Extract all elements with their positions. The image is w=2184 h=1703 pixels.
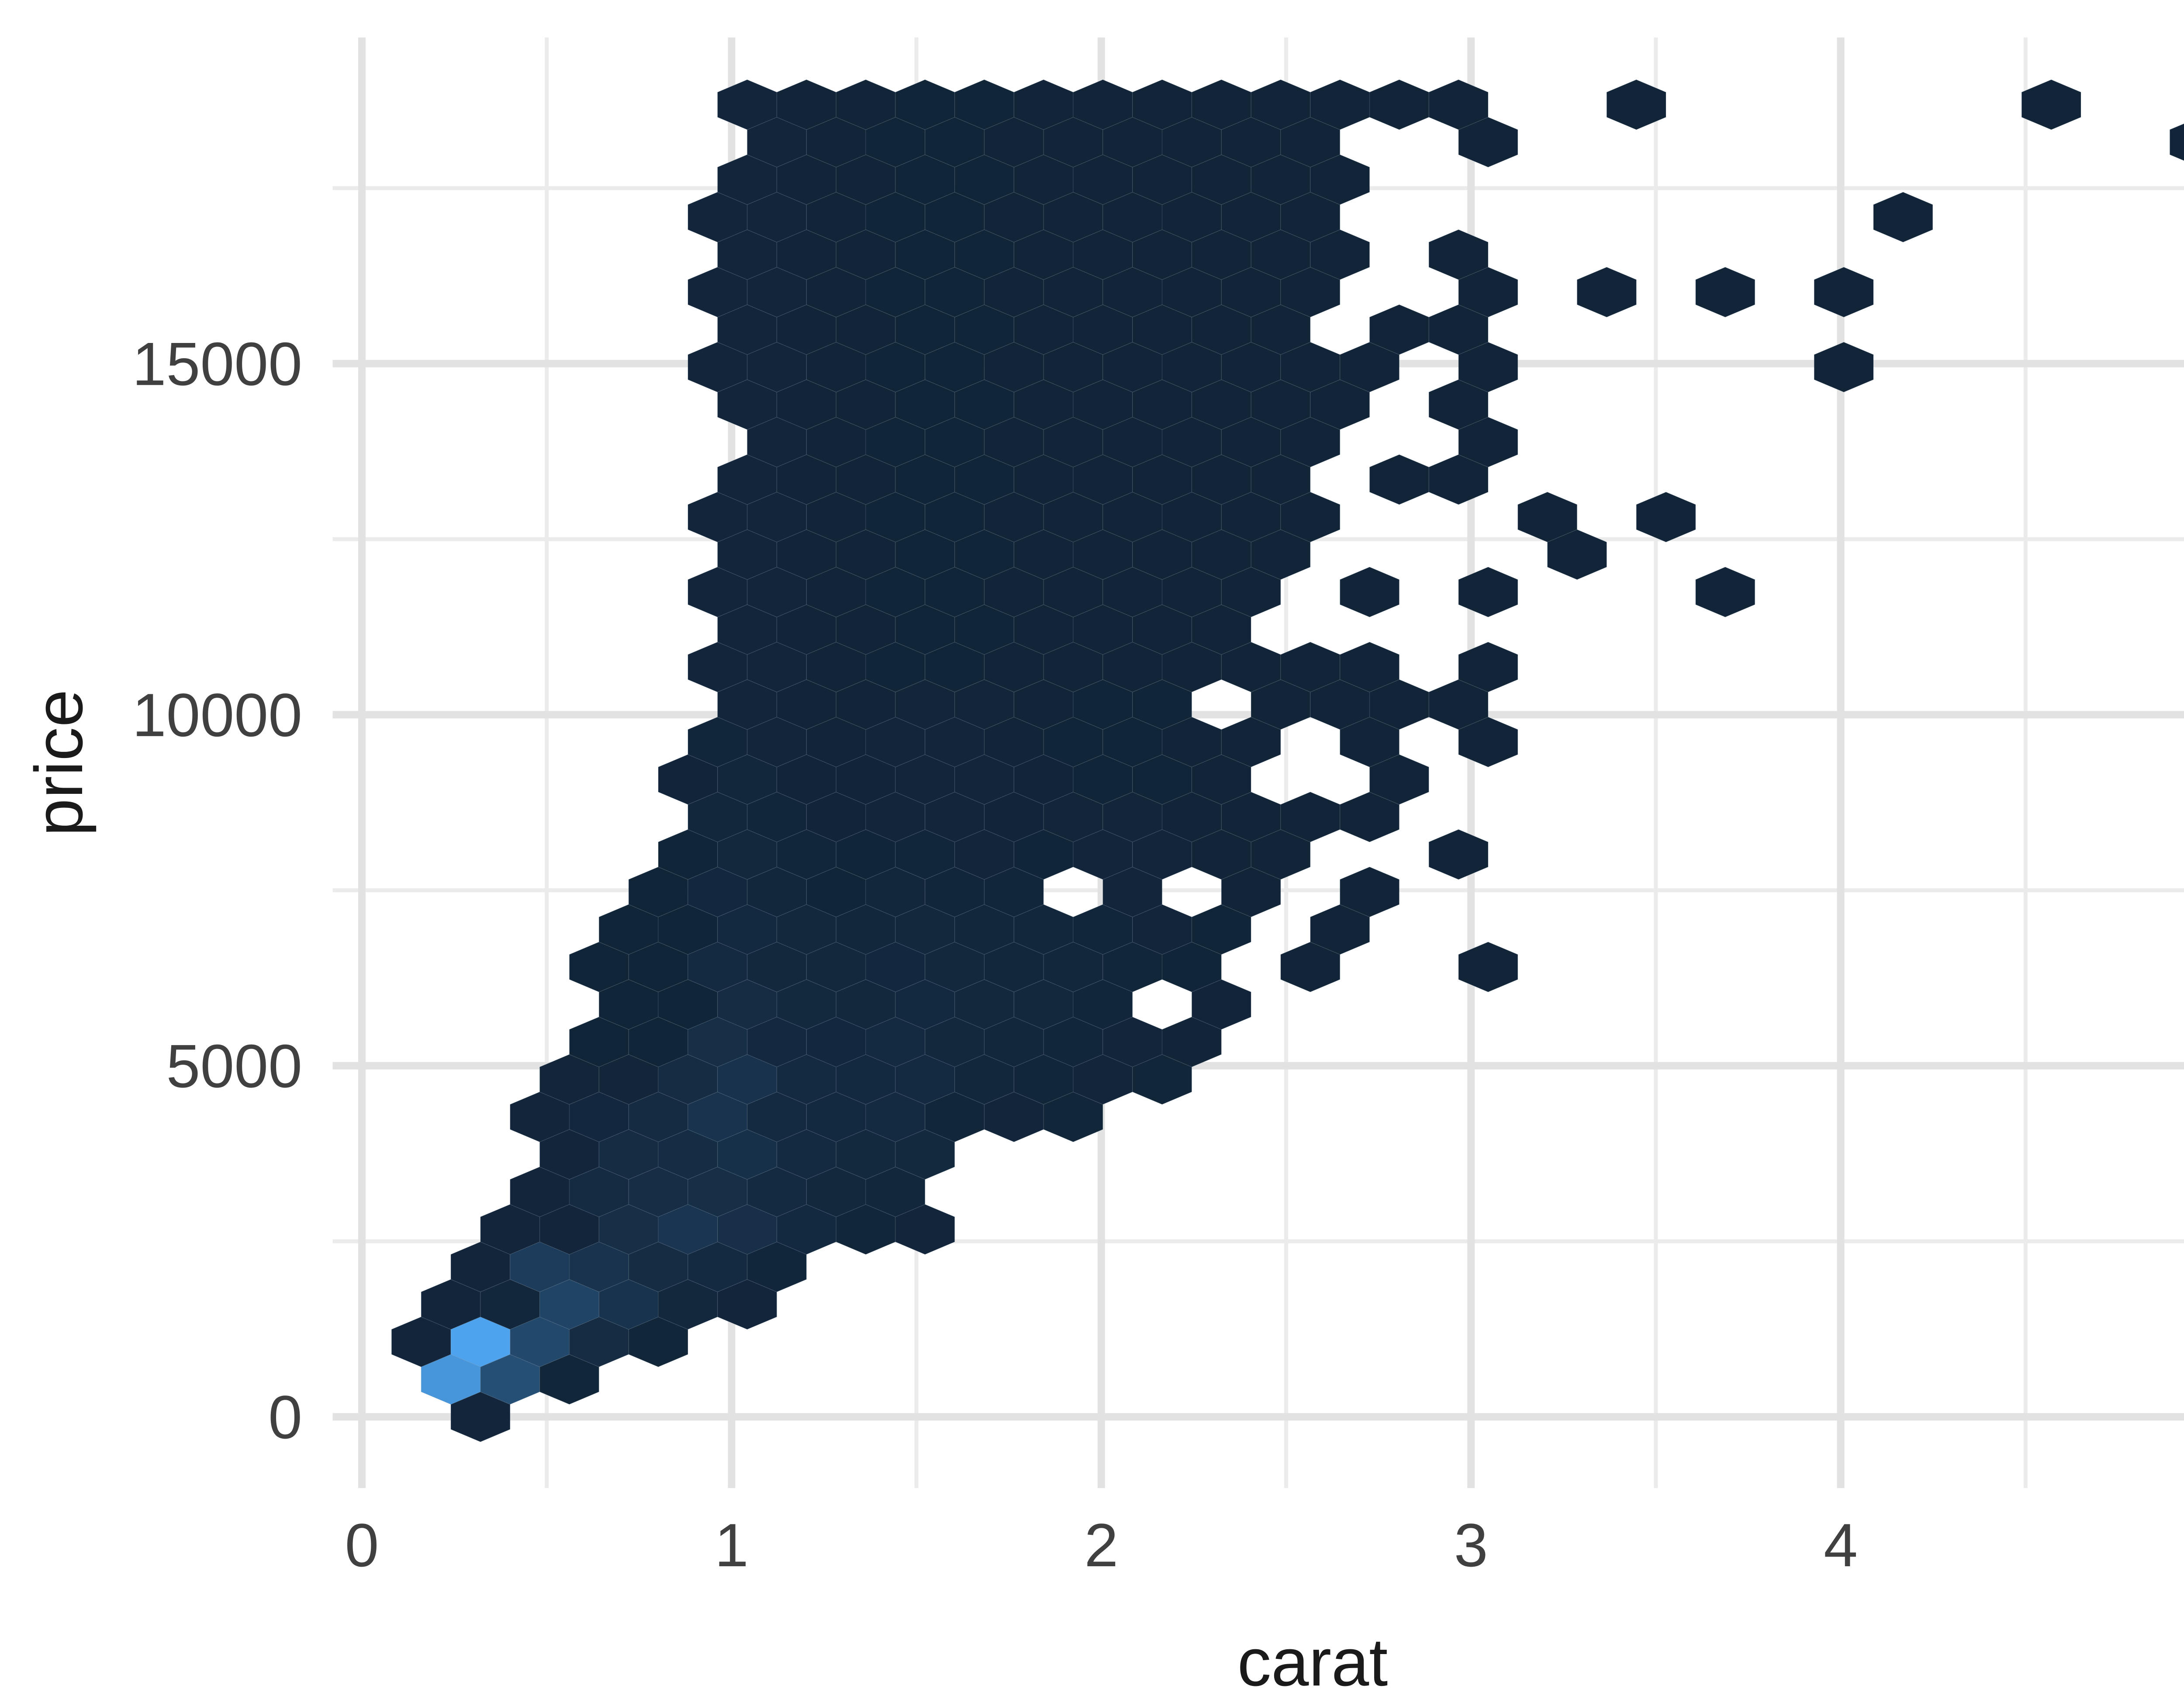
svg-text:0: 0	[345, 1511, 379, 1579]
svg-text:2: 2	[1084, 1511, 1118, 1579]
svg-text:0: 0	[268, 1383, 302, 1451]
svg-text:4: 4	[1824, 1511, 1858, 1579]
svg-text:1: 1	[715, 1511, 749, 1579]
svg-text:carat: carat	[1237, 1624, 1388, 1700]
svg-text:3: 3	[1454, 1511, 1488, 1579]
svg-text:10000: 10000	[132, 681, 302, 749]
svg-text:price: price	[21, 689, 97, 836]
svg-text:5000: 5000	[166, 1031, 302, 1100]
svg-text:15000: 15000	[132, 329, 302, 398]
